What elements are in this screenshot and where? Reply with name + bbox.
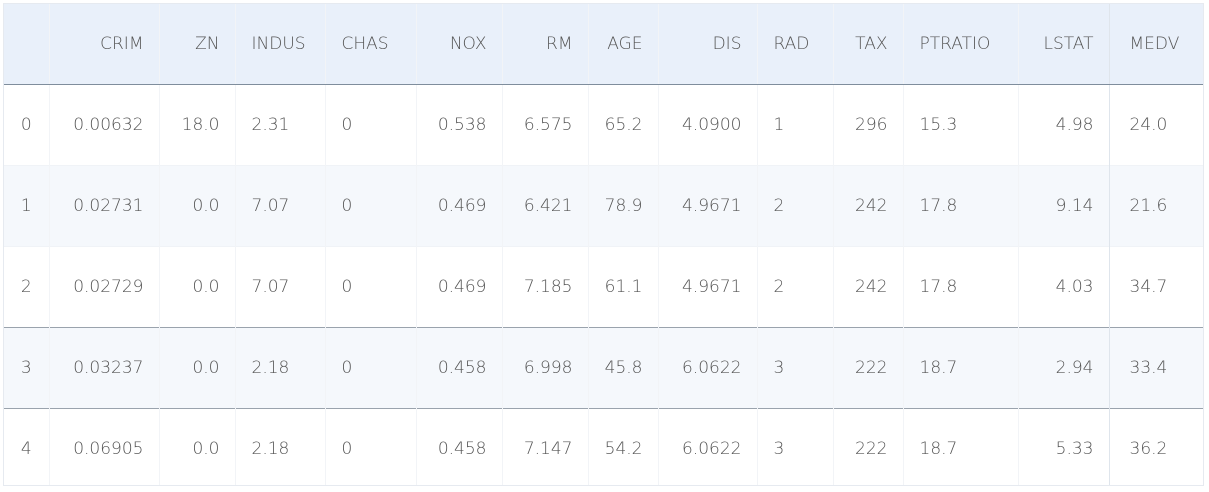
cell-rad: 1 [757,84,834,165]
cell-nox: 0.469 [416,164,503,246]
dataframe-table-container: CRIM ZN INDUS CHAS NOX RM AGE DIS RAD TA… [3,3,1204,486]
cell-crim: 0.02731 [49,164,160,246]
cell-rm: 6.421 [502,164,589,246]
cell-zn: 0.0 [159,245,236,327]
cell-age: 65.2 [588,84,659,165]
cell-nox: 0.538 [416,84,503,165]
row-index-cell: 3 [4,326,50,408]
column-header-dis[interactable]: DIS [658,4,758,85]
cell-crim: 0.02729 [49,245,160,327]
cell-ptratio: 17.8 [903,164,1019,246]
cell-tax: 296 [833,84,904,165]
cell-age: 54.2 [588,407,659,485]
cell-dis: 4.9671 [658,164,758,246]
cell-age: 45.8 [588,326,659,408]
cell-tax: 222 [833,407,904,485]
table-header-row: CRIM ZN INDUS CHAS NOX RM AGE DIS RAD TA… [4,4,1203,85]
column-header-medv[interactable]: MEDV [1108,4,1203,85]
column-header-chas[interactable]: CHAS [325,4,417,85]
cell-rad: 2 [757,164,834,246]
cell-medv: 34.7 [1108,245,1203,327]
column-header-nox[interactable]: NOX [416,4,503,85]
dataframe-table: CRIM ZN INDUS CHAS NOX RM AGE DIS RAD TA… [4,4,1203,485]
column-header-zn[interactable]: ZN [159,4,236,85]
cell-ptratio: 18.7 [903,407,1019,485]
cell-crim: 0.06905 [49,407,160,485]
cell-tax: 222 [833,326,904,408]
cell-medv: 33.4 [1108,326,1203,408]
cell-tax: 242 [833,245,904,327]
cell-rad: 3 [757,326,834,408]
cell-ptratio: 17.8 [903,245,1019,327]
column-header-lstat[interactable]: LSTAT [1018,4,1109,85]
cell-ptratio: 18.7 [903,326,1019,408]
cell-lstat: 4.98 [1018,84,1109,165]
cell-medv: 21.6 [1108,164,1203,246]
cell-age: 78.9 [588,164,659,246]
row-index-cell: 4 [4,407,50,485]
cell-crim: 0.03237 [49,326,160,408]
cell-lstat: 5.33 [1018,407,1109,485]
cell-medv: 24.0 [1108,84,1203,165]
cell-rm: 6.575 [502,84,589,165]
cell-chas: 0 [325,84,417,165]
cell-rm: 7.185 [502,245,589,327]
cell-rad: 3 [757,407,834,485]
column-header-ptratio[interactable]: PTRATIO [903,4,1019,85]
cell-zn: 0.0 [159,164,236,246]
cell-ptratio: 15.3 [903,84,1019,165]
cell-chas: 0 [325,326,417,408]
cell-nox: 0.469 [416,245,503,327]
cell-medv: 36.2 [1108,407,1203,485]
cell-zn: 0.0 [159,326,236,408]
cell-chas: 0 [325,164,417,246]
cell-dis: 6.0622 [658,407,758,485]
cell-lstat: 4.03 [1018,245,1109,327]
cell-dis: 4.9671 [658,245,758,327]
cell-lstat: 2.94 [1018,326,1109,408]
cell-rm: 7.147 [502,407,589,485]
cell-dis: 6.0622 [658,326,758,408]
table-row: 3 0.03237 0.0 2.18 0 0.458 6.998 45.8 6.… [4,326,1203,408]
cell-nox: 0.458 [416,407,503,485]
cell-chas: 0 [325,407,417,485]
column-header-indus[interactable]: INDUS [235,4,326,85]
column-header-crim[interactable]: CRIM [49,4,160,85]
cell-rad: 2 [757,245,834,327]
column-header-rad[interactable]: RAD [757,4,834,85]
cell-indus: 2.31 [235,84,326,165]
cell-chas: 0 [325,245,417,327]
table-row: 4 0.06905 0.0 2.18 0 0.458 7.147 54.2 6.… [4,407,1203,485]
cell-indus: 7.07 [235,164,326,246]
cell-tax: 242 [833,164,904,246]
table-row: 1 0.02731 0.0 7.07 0 0.469 6.421 78.9 4.… [4,164,1203,246]
column-header-index [4,4,50,85]
cell-age: 61.1 [588,245,659,327]
cell-crim: 0.00632 [49,84,160,165]
cell-indus: 2.18 [235,407,326,485]
cell-nox: 0.458 [416,326,503,408]
row-index-cell: 2 [4,245,50,327]
row-index-cell: 0 [4,84,50,165]
column-header-rm[interactable]: RM [502,4,589,85]
cell-rm: 6.998 [502,326,589,408]
row-index-cell: 1 [4,164,50,246]
cell-zn: 18.0 [159,84,236,165]
cell-indus: 7.07 [235,245,326,327]
column-header-age[interactable]: AGE [588,4,659,85]
column-header-tax[interactable]: TAX [833,4,904,85]
table-row: 0 0.00632 18.0 2.31 0 0.538 6.575 65.2 4… [4,84,1203,165]
cell-lstat: 9.14 [1018,164,1109,246]
cell-zn: 0.0 [159,407,236,485]
cell-dis: 4.0900 [658,84,758,165]
cell-indus: 2.18 [235,326,326,408]
table-row: 2 0.02729 0.0 7.07 0 0.469 7.185 61.1 4.… [4,245,1203,327]
